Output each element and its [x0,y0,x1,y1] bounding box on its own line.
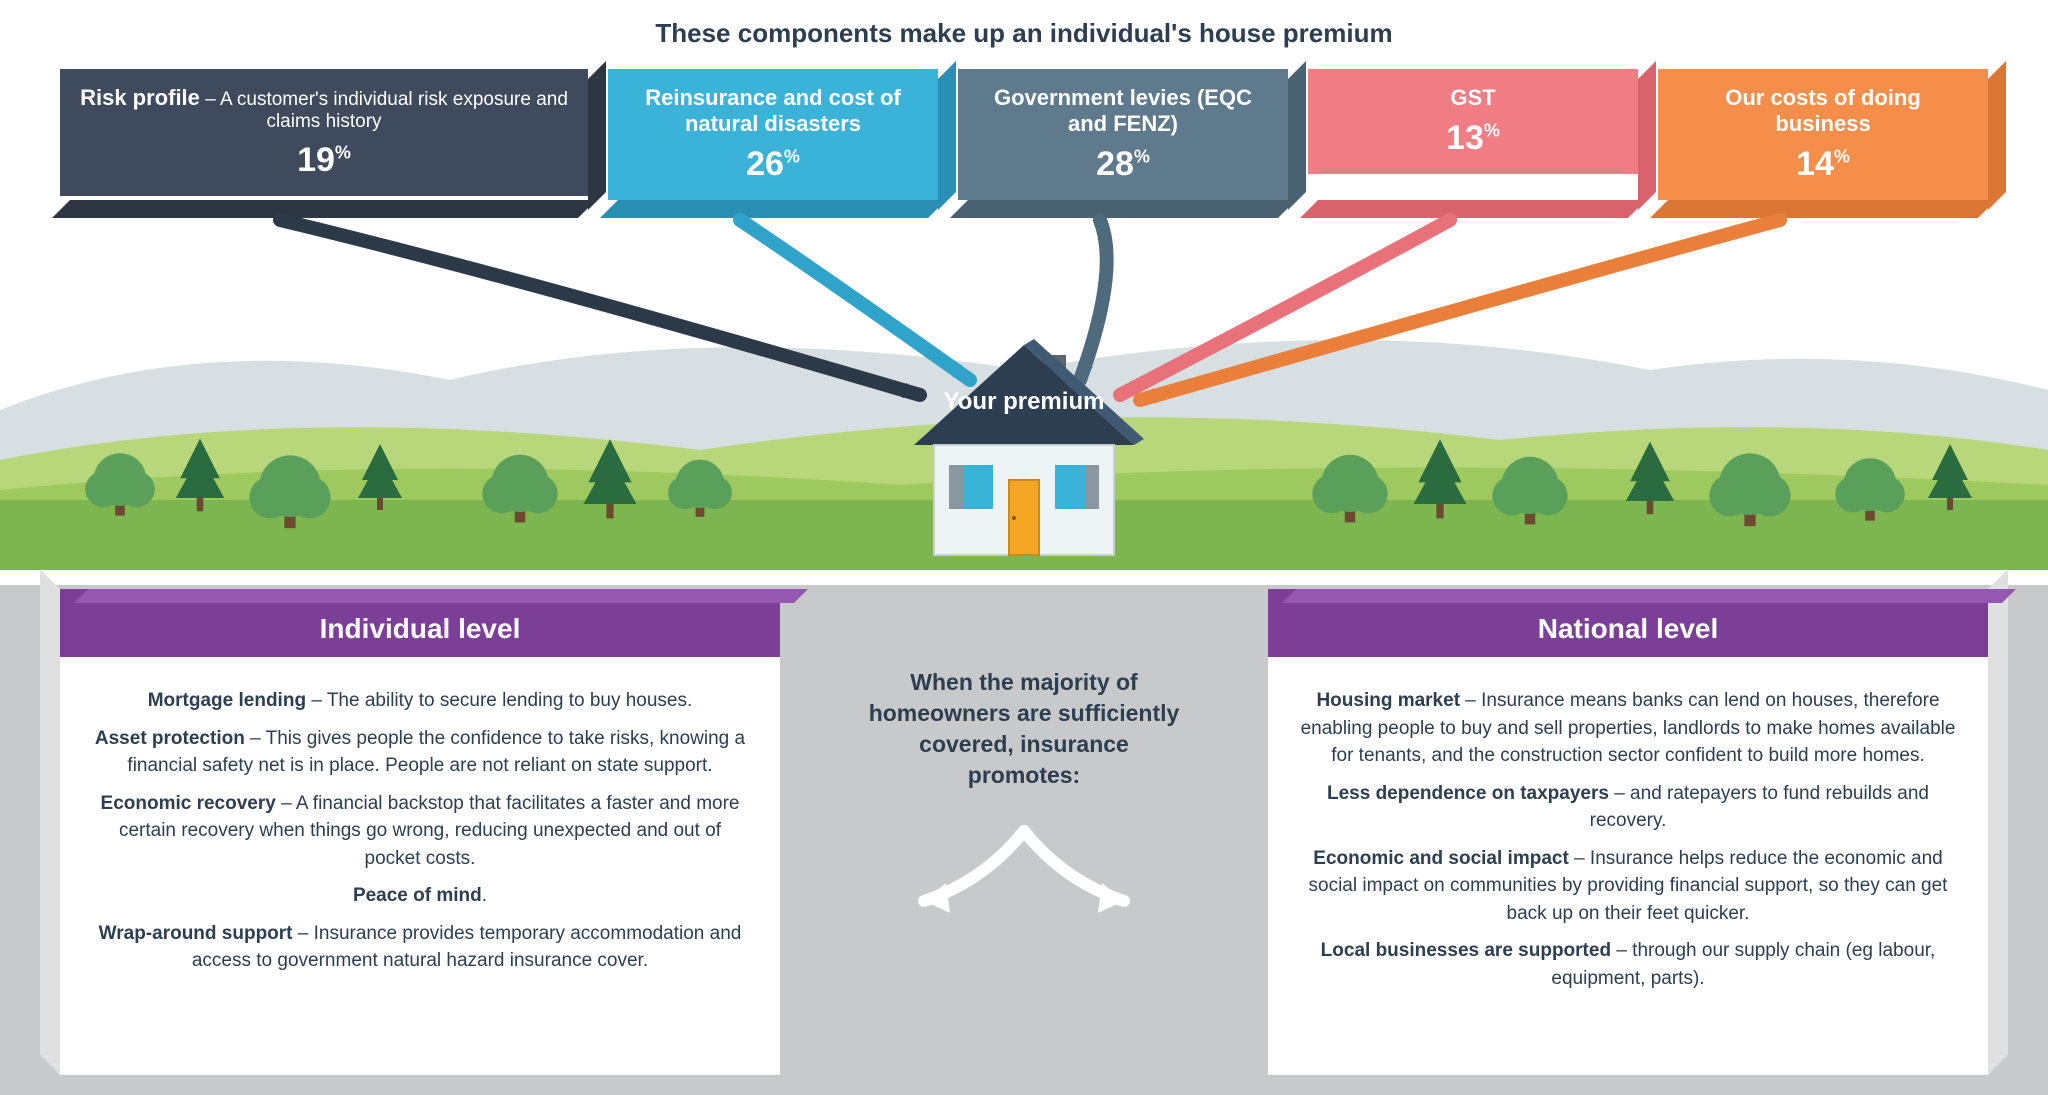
infographic-title: These components make up an individual's… [0,0,2048,49]
box-levies: Government levies (EQC and FENZ) 28% [958,69,1288,200]
panel-item: Wrap-around support – Insurance provides… [92,920,748,975]
box-business-costs: Our costs of doing business 14% [1658,69,1988,200]
box-title: Our costs of doing business [1725,85,1921,136]
box-gst: GST 13% [1308,69,1638,200]
panel-national: National level Housing market – Insuranc… [1268,589,1988,1075]
box-subtitle: – A customer's individual risk exposure … [200,89,568,132]
panel-item: Housing market – Insurance means banks c… [1300,687,1956,770]
panel-item: Local businesses are supported – through… [1300,937,1956,992]
box-title: Risk profile [80,85,200,110]
panel-item: Asset protection – This gives people the… [92,725,748,780]
panel-item: Economic and social impact – Insurance h… [1300,845,1956,928]
panel-header: Individual level [60,603,780,657]
panel-item: Mortgage lending – The ability to secure… [92,687,748,715]
panel-header: National level [1268,603,1988,657]
box-title: GST [1450,85,1495,110]
box-percent: 13 [1446,119,1484,157]
box-risk-profile: Risk profile – A customer's individual r… [60,69,588,200]
box-percent: 19 [297,141,335,179]
box-reinsurance: Reinsurance and cost of natural disaster… [608,69,938,200]
box-title: Government levies (EQC and FENZ) [994,85,1252,136]
lower-section: Individual level Mortgage lending – The … [0,585,2048,1095]
premium-components-row: Risk profile – A customer's individual r… [0,49,2048,200]
center-column: When the majority of homeowners are suff… [864,585,1184,1075]
box-percent: 14 [1796,145,1834,183]
split-arrows-icon [884,821,1164,961]
house-label: Your premium [874,389,1174,415]
house-illustration: Your premium [874,335,1174,580]
box-percent: 26 [746,145,784,183]
box-title: Reinsurance and cost of natural disaster… [645,85,901,136]
panel-item: Peace of mind. [92,882,748,910]
panel-item: Less dependence on taxpayers – and ratep… [1300,780,1956,835]
center-text: When the majority of homeowners are suff… [864,667,1184,791]
panel-individual: Individual level Mortgage lending – The … [60,589,780,1075]
panel-item: Economic recovery – A financial backstop… [92,790,748,873]
box-percent: 28 [1096,145,1134,183]
